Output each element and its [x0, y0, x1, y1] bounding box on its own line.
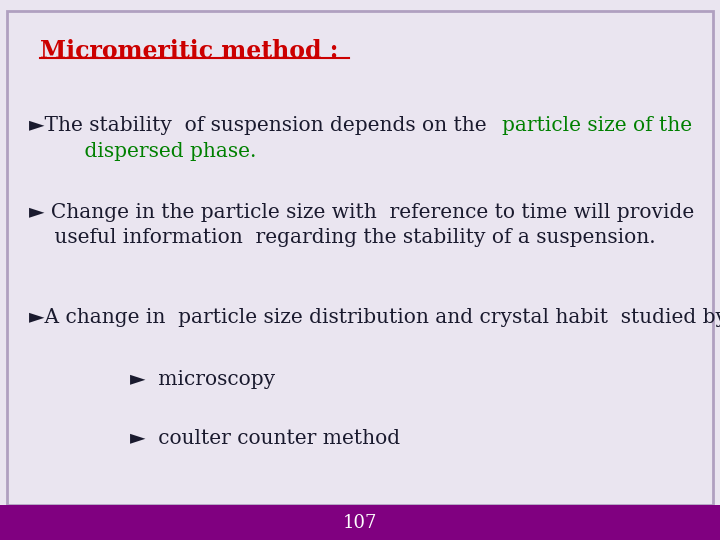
Text: ►  microscopy: ► microscopy [130, 370, 275, 389]
Text: ► Change in the particle size with  reference to time will provide: ► Change in the particle size with refer… [29, 202, 694, 221]
FancyBboxPatch shape [7, 11, 713, 505]
Text: ►The stability  of suspension depends on the: ►The stability of suspension depends on … [29, 116, 492, 135]
Text: ►  coulter counter method: ► coulter counter method [130, 429, 400, 448]
Text: 107: 107 [343, 514, 377, 532]
Text: particle size of the: particle size of the [502, 116, 692, 135]
FancyBboxPatch shape [0, 505, 720, 540]
Text: dispersed phase.: dispersed phase. [59, 142, 256, 161]
Text: useful information  regarding the stability of a suspension.: useful information regarding the stabili… [29, 228, 655, 247]
Text: ►A change in  particle size distribution and crystal habit  studied by: ►A change in particle size distribution … [29, 308, 720, 327]
Text: Micromeritic method :: Micromeritic method : [40, 39, 338, 63]
